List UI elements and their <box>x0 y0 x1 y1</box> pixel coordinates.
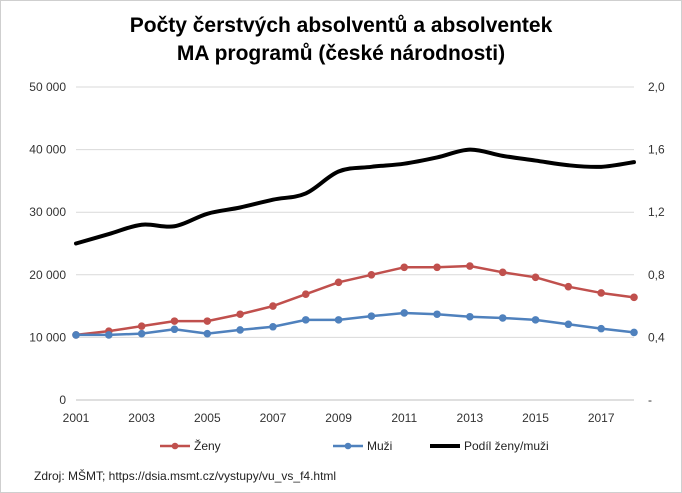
data-point <box>498 268 507 277</box>
y-left-tick-label: 20 000 <box>29 268 66 282</box>
data-point <box>531 316 540 324</box>
data-point <box>203 317 212 325</box>
data-point <box>301 316 310 324</box>
legend-label: Podíl ženy/muži <box>464 439 549 453</box>
x-tick-label: 2009 <box>325 411 352 425</box>
data-point <box>597 324 605 333</box>
x-tick-label: 2013 <box>457 411 484 425</box>
x-tick-label: 2007 <box>260 411 287 425</box>
data-point <box>564 282 573 291</box>
legend-item: Ženy <box>160 438 221 453</box>
y-left-tick-label: 0 <box>59 393 66 407</box>
chart-title-line-2: MA programů (české národnosti) <box>176 42 506 65</box>
data-point <box>597 289 605 297</box>
data-point <box>334 278 343 287</box>
y-right-tick-label: 2,0 <box>648 80 665 94</box>
legend-item: Podíl ženy/muži <box>430 439 549 453</box>
data-point <box>137 329 146 338</box>
data-point <box>170 325 179 334</box>
data-point <box>367 271 376 279</box>
data-point <box>630 328 638 337</box>
data-point <box>433 263 441 272</box>
legend-marker <box>171 442 179 450</box>
data-point <box>367 312 376 320</box>
data-point <box>400 309 409 317</box>
y-right-tick-label: 0,4 <box>648 330 665 344</box>
chart-title-line-1: Počty čerstvých absolventů a absolventek <box>129 14 553 37</box>
data-point <box>564 320 573 329</box>
legend-label: Ženy <box>194 438 221 453</box>
data-point <box>72 331 80 339</box>
data-point <box>334 316 343 324</box>
x-tick-label: 2005 <box>194 411 221 425</box>
legend-item: Muži <box>333 439 392 453</box>
data-point <box>269 322 277 331</box>
data-point <box>400 263 409 272</box>
y-left-tick-label: 40 000 <box>29 143 66 157</box>
y-right-tick-label: 1,6 <box>648 143 665 157</box>
x-tick-label: 2011 <box>391 411 417 425</box>
series-zeny <box>72 262 638 339</box>
data-point <box>531 273 540 282</box>
x-tick-label: 2017 <box>588 411 615 425</box>
y-right-tick-label: 1,2 <box>648 205 665 219</box>
legend-label: Muži <box>367 439 392 453</box>
data-point <box>137 322 146 330</box>
series-line <box>76 311 635 337</box>
data-point <box>236 310 244 319</box>
data-point <box>301 290 310 299</box>
legend-marker <box>344 442 352 450</box>
data-point <box>236 326 244 334</box>
data-point <box>203 329 212 338</box>
data-point <box>630 293 638 302</box>
y-left-tick-label: 10 000 <box>29 330 66 344</box>
series-line <box>74 147 636 246</box>
x-tick-label: 2001 <box>63 411 90 425</box>
x-tick-label: 2015 <box>522 411 549 425</box>
y-right-tick-label: 0,8 <box>648 268 665 282</box>
data-point <box>269 302 277 310</box>
y-left-tick-label: 30 000 <box>29 205 66 219</box>
series-muzi <box>72 309 638 339</box>
data-point <box>433 310 441 319</box>
y-left-tick-label: 50 000 <box>29 80 66 94</box>
data-point <box>466 262 474 270</box>
data-point <box>466 312 474 321</box>
series-ratio <box>74 147 636 246</box>
data-point <box>170 317 179 325</box>
series-line <box>75 264 635 337</box>
y-right-tick-label: - <box>648 393 652 407</box>
data-point <box>498 314 507 322</box>
chart-title: Počty čerstvých absolventů a absolventek… <box>0 12 682 68</box>
data-point <box>105 331 113 339</box>
x-tick-label: 2003 <box>128 411 155 425</box>
source-note: Zdroj: MŠMT; https://dsia.msmt.cz/vystup… <box>34 469 337 483</box>
